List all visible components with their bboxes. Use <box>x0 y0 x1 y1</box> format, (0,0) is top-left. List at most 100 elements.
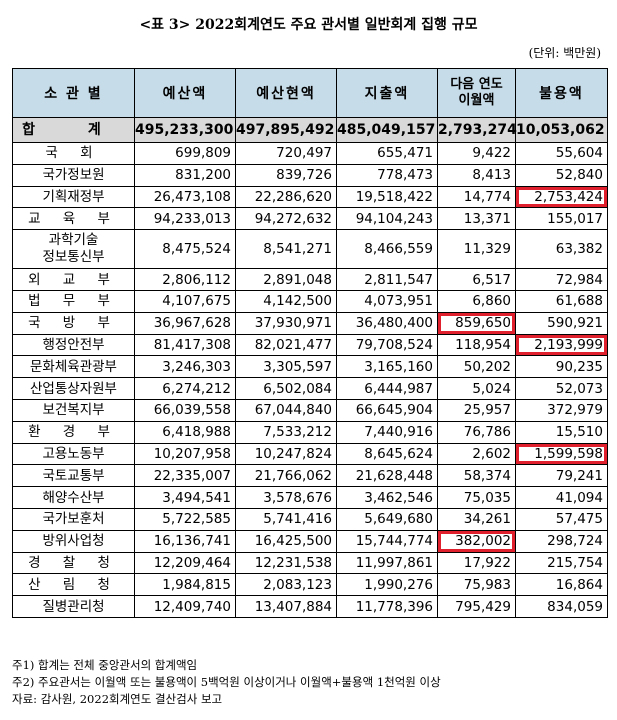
dept-name-text: 질병관리청 <box>42 598 105 615</box>
dept-name-text: 고용노동부 <box>42 445 105 462</box>
table-row: 해양수산부 3,494,541 3,578,676 3,462,546 75,035 41… <box>12 486 608 509</box>
cell-expenditure: 15,744,774 <box>336 529 438 553</box>
header-dept: 소 관 별 <box>12 68 135 118</box>
dept-name: 국 방 부 <box>12 311 135 335</box>
cell-carryover: 75,983 <box>437 573 516 597</box>
cell-budget: 10,207,958 <box>134 442 236 466</box>
dept-name: 행정안전부 <box>12 333 135 357</box>
table-row: 외 교 부 2,806,112 2,891,048 2,811,547 6,517 72,… <box>12 268 608 291</box>
header-carryover-line2: 이월액 <box>458 93 495 108</box>
dept-name-text: 산 림 청 <box>28 576 119 593</box>
cell-carryover: 9,422 <box>437 142 516 165</box>
cell-expenditure: 6,444,987 <box>336 377 438 400</box>
cell-budget: 699,809 <box>134 142 236 165</box>
cell-current-budget: 10,247,824 <box>235 442 337 466</box>
dept-name: 국토교통부 <box>12 464 135 488</box>
table-row: 보건복지부 66,039,558 67,044,840 66,645,904 25,95… <box>12 398 608 422</box>
header-budget: 예산액 <box>134 68 236 118</box>
cell-expenditure: 11,778,396 <box>336 595 438 618</box>
cell-budget: 1,984,815 <box>134 573 236 597</box>
cell-expenditure: 79,708,524 <box>336 333 438 357</box>
cell-current-budget: 94,272,632 <box>235 207 337 231</box>
cell-unused: 298,724 <box>515 529 608 553</box>
table-row: 환 경 부 6,418,988 7,533,212 7,440,916 76,786 15… <box>12 420 608 444</box>
cell-unused: 15,510 <box>515 420 608 444</box>
table-row: 법 무 부 4,107,675 4,142,500 4,073,951 6,860 61,… <box>12 289 608 313</box>
cell-unused: 52,073 <box>515 377 608 400</box>
cell-unused: 590,921 <box>515 311 608 335</box>
cell-unused: 155,017 <box>515 207 608 231</box>
dept-name: 법 무 부 <box>12 289 135 313</box>
header-carryover-line1: 다음 연도 <box>450 77 503 92</box>
dept-name-text: 환 경 부 <box>28 424 119 441</box>
cell-carryover: 2,602 <box>437 442 516 466</box>
footnote-source: 자료: 감사원, 2022회계연도 결산검사 보고 <box>12 692 223 706</box>
table-row: 산 림 청 1,984,815 2,083,123 1,990,276 75,983 16… <box>12 573 608 597</box>
cell-carryover: 58,374 <box>437 464 516 488</box>
dept-name-text: 산업통상자원부 <box>30 380 117 397</box>
cell-budget: 8,475,524 <box>134 229 236 270</box>
table-row: 방위사업청 16,136,741 16,425,500 15,744,774 382,0… <box>12 529 608 553</box>
dept-name: 산업통상자원부 <box>12 377 135 400</box>
cell-unused: 52,840 <box>515 163 608 187</box>
cell-unused: 16,864 <box>515 573 608 597</box>
cell-budget: 12,409,740 <box>134 595 236 618</box>
dept-name-text: 국가정보원 <box>42 167 105 184</box>
cell-unused: 2,193,999 <box>515 333 608 357</box>
dept-name-text: 국가보훈처 <box>42 511 105 528</box>
cell-expenditure: 11,997,861 <box>336 551 438 575</box>
cell-unused: 90,235 <box>515 355 608 379</box>
table-row: 질병관리청 12,409,740 13,407,884 11,778,396 795,4… <box>12 595 608 618</box>
table-row: 국가정보원 831,200 839,726 778,473 8,413 52,840 <box>12 163 608 187</box>
cell-carryover: 6,517 <box>437 268 516 291</box>
cell-carryover: 25,957 <box>437 398 516 422</box>
dept-name-text-line2: 정보통신부 <box>42 249 105 266</box>
dept-name-text: 행정안전부 <box>42 336 105 353</box>
dept-name-text: 교 육 부 <box>28 210 119 227</box>
table-row: 행정안전부 81,417,308 82,021,477 79,708,524 118,9… <box>12 333 608 357</box>
total-budget: 495,233,300 <box>134 117 236 143</box>
cell-carryover: 13,371 <box>437 207 516 231</box>
dept-name-text: 외 교 부 <box>28 271 119 288</box>
table-row: 국 회 699,809 720,497 655,471 9,422 55,604 <box>12 142 608 165</box>
cell-carryover: 75,035 <box>437 486 516 509</box>
cell-expenditure: 1,990,276 <box>336 573 438 597</box>
cell-expenditure: 5,649,680 <box>336 507 438 531</box>
table-row: 과학기술 정보통신부 8,475,524 8,541,271 8,466,559 11,3… <box>12 229 608 270</box>
cell-carryover: 8,413 <box>437 163 516 187</box>
cell-current-budget: 2,083,123 <box>235 573 337 597</box>
cell-current-budget: 21,766,062 <box>235 464 337 488</box>
cell-expenditure: 19,518,422 <box>336 185 438 209</box>
cell-budget: 2,806,112 <box>134 268 236 291</box>
dept-name: 기획재정부 <box>12 185 135 209</box>
cell-unused: 72,984 <box>515 268 608 291</box>
cell-budget: 94,233,013 <box>134 207 236 231</box>
cell-unused: 1,599,598 <box>515 442 608 466</box>
cell-unused: 61,688 <box>515 289 608 313</box>
table-title: <표 3> 2022회계연도 주요 관서별 일반회계 집행 규모 <box>139 17 478 33</box>
dept-name: 질병관리청 <box>12 595 135 618</box>
total-unused: 10,053,062 <box>515 117 608 143</box>
dept-name: 보건복지부 <box>12 398 135 422</box>
dept-name-text: 국 회 <box>45 145 102 162</box>
dept-name-text: 문화체육관광부 <box>30 358 117 375</box>
cell-budget: 6,418,988 <box>134 420 236 444</box>
cell-unused: 41,094 <box>515 486 608 509</box>
cell-current-budget: 8,541,271 <box>235 229 337 270</box>
cell-carryover: 17,922 <box>437 551 516 575</box>
cell-current-budget: 82,021,477 <box>235 333 337 357</box>
total-row: 합 계 495,233,300 497,895,492 485,049,157 … <box>12 117 608 143</box>
cell-carryover: 14,774 <box>437 185 516 209</box>
cell-budget: 5,722,585 <box>134 507 236 531</box>
cell-current-budget: 22,286,620 <box>235 185 337 209</box>
table-row: 국토교통부 22,335,007 21,766,062 21,628,448 58,37… <box>12 464 608 488</box>
cell-unused: 215,754 <box>515 551 608 575</box>
cell-carryover: 50,202 <box>437 355 516 379</box>
table-row: 고용노동부 10,207,958 10,247,824 8,645,624 2,602 1… <box>12 442 608 466</box>
cell-budget: 26,473,108 <box>134 185 236 209</box>
table-row: 국 방 부 36,967,628 37,930,971 36,480,400 859,6… <box>12 311 608 335</box>
budget-table: 소 관 별 예산액 예산현액 지출액 다음 연도 이월액 불용액 합 계 495… <box>12 68 608 618</box>
cell-expenditure: 3,165,160 <box>336 355 438 379</box>
header-current-budget: 예산현액 <box>235 68 337 118</box>
cell-expenditure: 8,466,559 <box>336 229 438 270</box>
